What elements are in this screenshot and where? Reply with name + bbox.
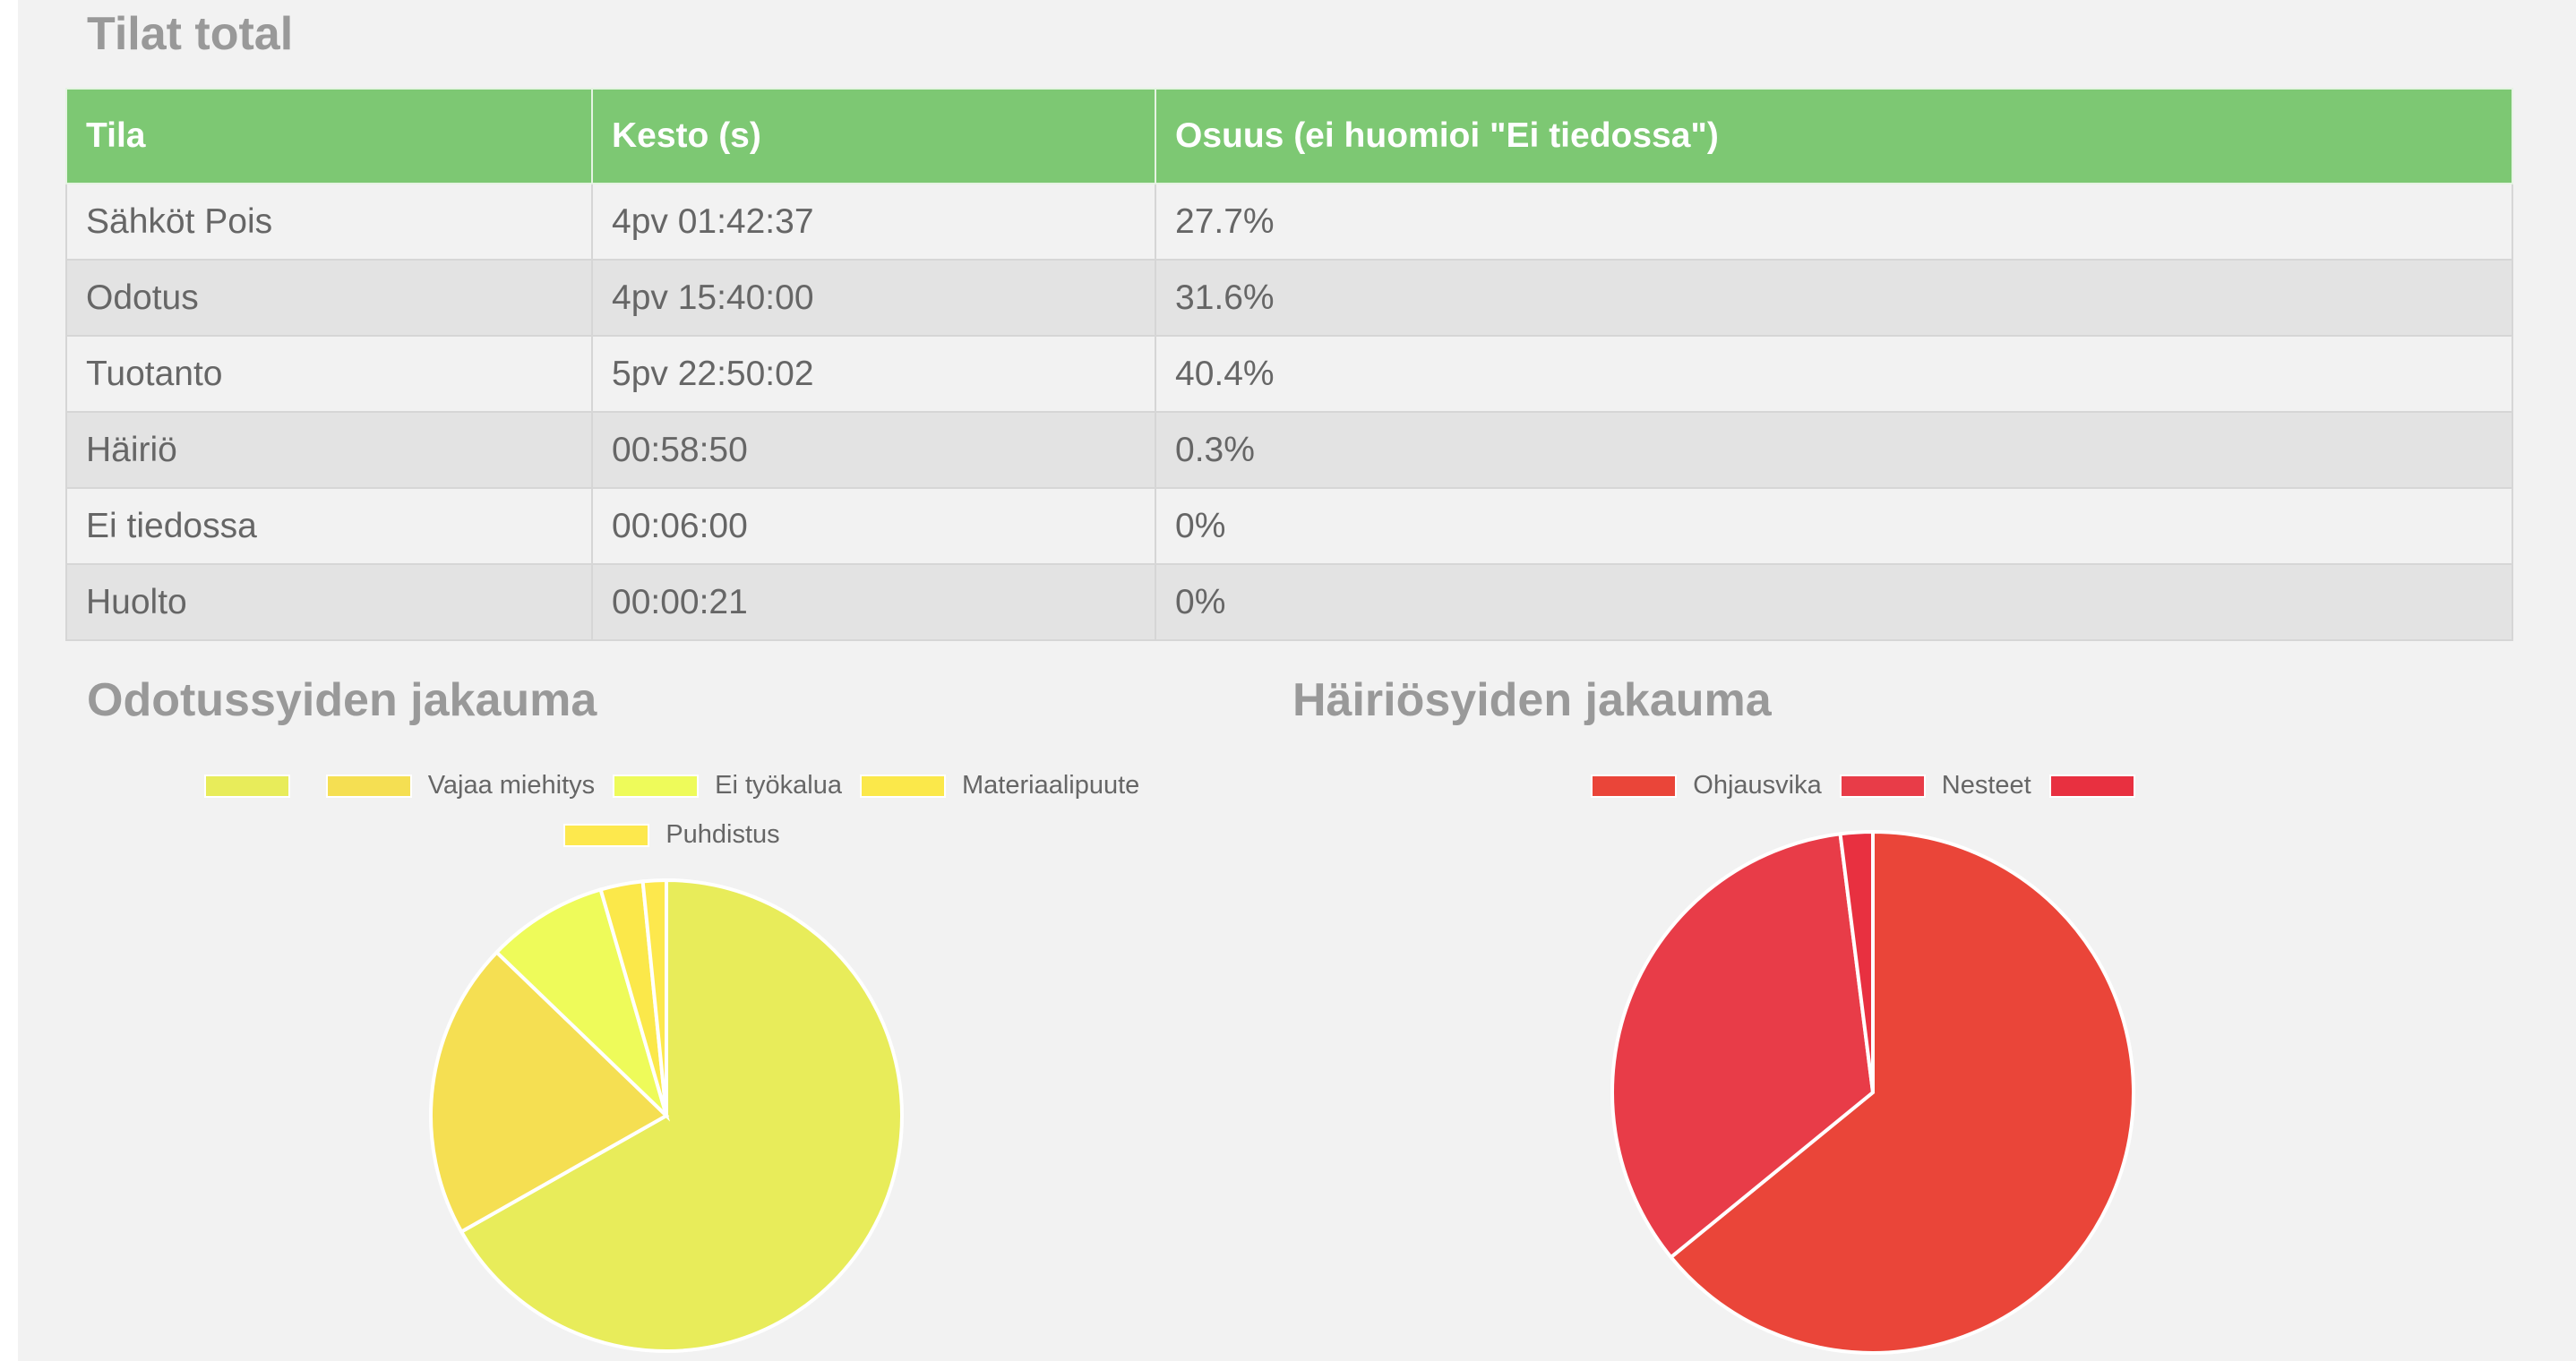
cell-osuus: 0% <box>1155 487 2513 565</box>
legend-label: Puhdistus <box>665 820 780 849</box>
hairio-legend-item-ohjausvika[interactable]: Ohjausvika <box>1591 761 1822 810</box>
hairio-legend-item-unlabeled-2[interactable] <box>2048 761 2153 810</box>
legend-swatch <box>563 823 650 847</box>
cell-kesto: 00:58:50 <box>591 411 1156 489</box>
odotus-legend-item-unlabeled-0[interactable] <box>203 761 308 810</box>
table-row: Sähköt Pois 4pv 01:42:37 27.7% <box>65 183 2513 261</box>
column-header-kesto[interactable]: Kesto (s) <box>591 88 1156 184</box>
legend-swatch <box>1839 774 1926 798</box>
cell-tila: Odotus <box>65 259 593 337</box>
cell-tila: Ei tiedossa <box>65 487 593 565</box>
hairio-pie-chart <box>1610 829 2135 1355</box>
tilat-title: Tilat total <box>87 8 294 60</box>
legend-label: Vajaa miehitys <box>427 771 596 800</box>
table-row: Ei tiedossa 00:06:00 0% <box>65 487 2513 565</box>
cell-tila: Häiriö <box>65 411 593 489</box>
table-row: Huolto 00:00:21 0% <box>65 563 2513 641</box>
hairio-pie-slice-ohjausvika[interactable] <box>1668 829 2135 1355</box>
hairio-pie-slice-unlabeled-2[interactable] <box>1838 829 1875 1093</box>
odotus-legend-item-vajaa-miehitys[interactable]: Vajaa miehitys <box>325 761 596 810</box>
legend-label: Ohjausvika <box>1693 771 1822 800</box>
table-row: Häiriö 00:58:50 0.3% <box>65 411 2513 489</box>
cell-kesto: 5pv 22:50:02 <box>591 335 1156 413</box>
legend-label: Materiaalipuute <box>962 771 1140 800</box>
table-header-row: Tila Kesto (s) Osuus (ei huomioi "Ei tie… <box>65 88 2513 184</box>
odotus-legend-item-ei-tyokalua[interactable]: Ei työkalua <box>613 761 842 810</box>
cell-tila: Tuotanto <box>65 335 593 413</box>
hairio-legend-item-nesteet[interactable]: Nesteet <box>1839 761 2031 810</box>
cell-kesto: 00:06:00 <box>591 487 1156 565</box>
hairio-chart-title: Häiriösyiden jakauma <box>1292 674 1772 726</box>
cell-kesto: 00:00:21 <box>591 563 1156 641</box>
cell-tila: Sähköt Pois <box>65 183 593 261</box>
legend-swatch <box>203 774 290 798</box>
odotus-chart-title: Odotussyiden jakauma <box>87 674 597 726</box>
odotus-pie-slice-ei-tyokalua[interactable] <box>494 886 671 1122</box>
column-header-osuus[interactable]: Osuus (ei huomioi "Ei tiedossa") <box>1155 88 2513 184</box>
odotus-pie-slice-unlabeled-0[interactable] <box>459 877 904 1353</box>
odotus-pie-chart <box>429 877 904 1353</box>
legend-swatch <box>860 774 946 798</box>
legend-label: Nesteet <box>1941 771 2031 800</box>
cell-osuus: 40.4% <box>1155 335 2513 413</box>
cell-osuus: 0.3% <box>1155 411 2513 489</box>
column-header-tila[interactable]: Tila <box>65 88 593 184</box>
cell-kesto: 4pv 15:40:00 <box>591 259 1156 337</box>
tilat-table: Tila Kesto (s) Osuus (ei huomioi "Ei tie… <box>65 88 2513 641</box>
odotus-pie-slice-puhdistus[interactable] <box>640 877 668 1117</box>
hairio-pie-slice-nesteet[interactable] <box>1610 832 1876 1260</box>
hairio-legend: Ohjausvika Nesteet <box>1344 761 2400 810</box>
cell-osuus: 0% <box>1155 563 2513 641</box>
cell-kesto: 4pv 01:42:37 <box>591 183 1156 261</box>
legend-swatch <box>325 774 412 798</box>
legend-swatch <box>2048 774 2135 798</box>
cell-tila: Huolto <box>65 563 593 641</box>
legend-swatch <box>613 774 700 798</box>
legend-label: Ei työkalua <box>715 771 842 800</box>
cell-osuus: 27.7% <box>1155 183 2513 261</box>
table-row: Tuotanto 5pv 22:50:02 40.4% <box>65 335 2513 413</box>
legend-swatch <box>1591 774 1678 798</box>
odotus-legend-item-materiaalipuute[interactable]: Materiaalipuute <box>860 761 1139 810</box>
odotus-pie-slice-vajaa-miehitys[interactable] <box>429 949 670 1235</box>
cell-osuus: 31.6% <box>1155 259 2513 337</box>
odotus-legend-item-puhdistus[interactable]: Puhdistus <box>563 810 780 860</box>
odotus-legend: Vajaa miehitys Ei työkalua Materiaalipuute… <box>152 761 1191 860</box>
table-row: Odotus 4pv 15:40:00 31.6% <box>65 259 2513 337</box>
